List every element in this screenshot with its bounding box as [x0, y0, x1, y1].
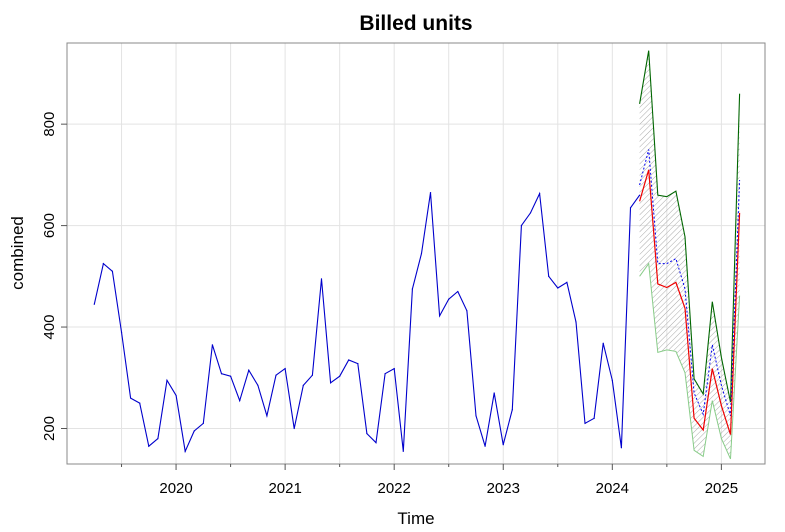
axis-layer: 2020 2021 2022 2023 2024 2025 200 400 600 800: [41, 112, 738, 497]
grid-layer: [67, 43, 765, 464]
forecast-red-line: [639, 169, 741, 435]
observed-point: [130, 397, 132, 399]
observed-point: [139, 402, 141, 404]
observed-point: [384, 373, 386, 375]
observed-point: [339, 375, 341, 377]
series-layer: [93, 50, 741, 460]
observed-point: [284, 368, 286, 370]
x-tick-label: 2022: [378, 480, 411, 497]
observed-point: [511, 409, 513, 411]
observed-point: [320, 278, 323, 280]
observed-point: [475, 415, 477, 417]
observed-point: [457, 290, 459, 293]
forecast-band-layer: [639, 50, 740, 459]
x-tick-label: 2020: [159, 480, 192, 497]
observed-point: [175, 394, 177, 397]
observed-point: [539, 193, 541, 195]
plot-frame: [66, 42, 766, 465]
observed-point: [411, 288, 413, 290]
observed-point: [220, 373, 223, 375]
observed-point: [166, 379, 168, 381]
forecast-blue-dashed-line: [639, 149, 741, 417]
forecast-upper-line: [639, 50, 741, 403]
observed-point: [93, 303, 95, 305]
observed-point: [593, 417, 595, 419]
observed-point: [375, 442, 377, 444]
observed-point: [248, 369, 250, 371]
observed-point: [102, 263, 104, 265]
x-tick-label: 2021: [268, 480, 301, 497]
observed-point: [211, 344, 214, 346]
observed-point: [257, 384, 259, 386]
y-tick-label: 200: [41, 416, 58, 441]
observed-point: [302, 384, 304, 386]
x-tick-label: 2024: [596, 480, 629, 497]
observed-point: [493, 392, 495, 394]
observed-point: [348, 359, 350, 361]
observed-point: [629, 207, 632, 209]
chart-title: Billed units: [359, 12, 472, 35]
observed-point: [402, 450, 404, 452]
observed-point: [575, 321, 577, 323]
observed-point: [275, 374, 277, 376]
y-axis-label: combined: [8, 216, 27, 290]
observed-point: [484, 445, 486, 447]
observed-point: [357, 362, 359, 365]
observed-point: [557, 287, 559, 289]
observed-point: [611, 379, 613, 381]
observed-point: [638, 194, 641, 196]
forecast-lower-line: [639, 262, 741, 460]
observed-point: [120, 331, 123, 333]
observed-point: [202, 422, 204, 425]
observed-point: [311, 374, 313, 376]
observed-point: [566, 281, 568, 284]
observed-point: [466, 310, 468, 312]
observed-point: [184, 450, 186, 452]
observed-point: [448, 298, 450, 300]
observed-point: [529, 212, 532, 214]
observed-point: [148, 445, 150, 447]
observed-point: [520, 225, 523, 227]
observed-point: [193, 430, 195, 432]
x-tick-label: 2025: [705, 480, 738, 497]
y-tick-label: 800: [41, 112, 58, 137]
observed-point: [293, 427, 295, 430]
y-tick-label: 600: [41, 213, 58, 238]
observed-point: [366, 432, 368, 435]
forecast-interval-band: [639, 50, 740, 459]
observed-point: [620, 447, 623, 449]
observed-point: [329, 382, 332, 384]
observed-point: [239, 399, 241, 402]
observed-point: [429, 192, 432, 194]
observed-point: [393, 368, 395, 370]
observed-point: [584, 422, 586, 425]
observed-point: [439, 315, 441, 317]
observed-point: [502, 444, 504, 446]
observed-point: [229, 375, 232, 377]
observed-point: [602, 342, 604, 344]
observed-point: [266, 415, 268, 417]
x-axis-label: Time: [397, 509, 434, 528]
observed-point: [111, 270, 114, 272]
x-tick-label: 2023: [487, 480, 520, 497]
observed-point: [157, 438, 159, 440]
observed-point: [420, 252, 423, 255]
observed-point: [548, 275, 550, 277]
y-tick-label: 400: [41, 315, 58, 340]
